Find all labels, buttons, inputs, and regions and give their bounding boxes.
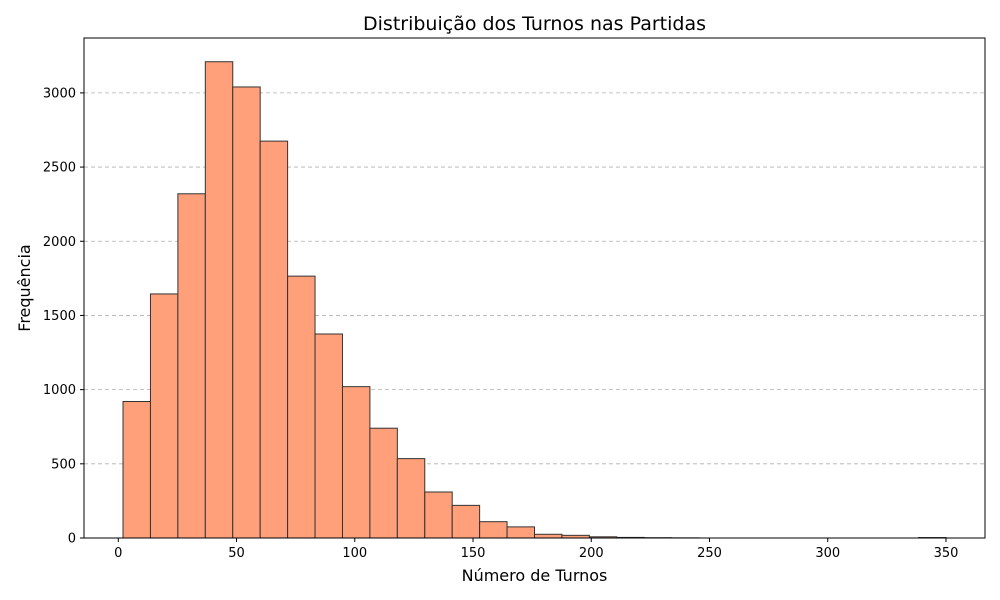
x-tick-label: 350 <box>934 546 959 561</box>
histogram-bar <box>314 333 343 539</box>
y-tick-label: 1500 <box>43 309 76 324</box>
x-axis-label: Número de Turnos <box>462 566 608 585</box>
histogram-bar <box>424 491 453 539</box>
x-axis-ticks: 0 50 100 150 200 250 300 350 <box>114 538 958 561</box>
histogram-bar <box>149 293 179 539</box>
y-tick-label: 2500 <box>43 161 76 176</box>
plot-frame <box>83 37 986 539</box>
histogram-bar <box>177 193 206 539</box>
x-tick-label: 250 <box>697 546 722 561</box>
histogram-bar <box>122 401 151 539</box>
bars <box>122 61 947 539</box>
chart-title: Distribuição dos Turnos nas Partidas <box>363 13 706 35</box>
histogram-bar <box>287 275 316 539</box>
histogram-bar <box>341 386 371 539</box>
histogram-bar <box>369 427 398 539</box>
y-tick-label: 2000 <box>43 235 76 250</box>
histogram-bar <box>232 86 261 539</box>
y-tick-label: 3000 <box>43 86 76 101</box>
y-tick-label: 1000 <box>43 383 76 398</box>
x-tick-label: 50 <box>228 546 245 561</box>
y-axis-ticks: 0 500 1000 1500 2000 2500 3000 <box>43 86 84 547</box>
y-tick-label: 500 <box>51 457 76 472</box>
histogram-bar <box>396 458 426 539</box>
y-axis-label: Frequência <box>15 244 34 331</box>
x-tick-label: 200 <box>579 546 604 561</box>
y-tick-label: 0 <box>68 532 76 547</box>
x-tick-label: 0 <box>114 546 122 561</box>
histogram-bar <box>479 521 508 539</box>
histogram-bar <box>534 533 563 539</box>
histogram-bar <box>451 504 481 539</box>
x-tick-label: 300 <box>815 546 840 561</box>
histogram-bar <box>259 140 289 539</box>
x-tick-label: 150 <box>461 546 486 561</box>
x-tick-label: 100 <box>342 546 367 561</box>
histogram-bar <box>506 526 536 539</box>
histogram-bar <box>204 61 234 539</box>
